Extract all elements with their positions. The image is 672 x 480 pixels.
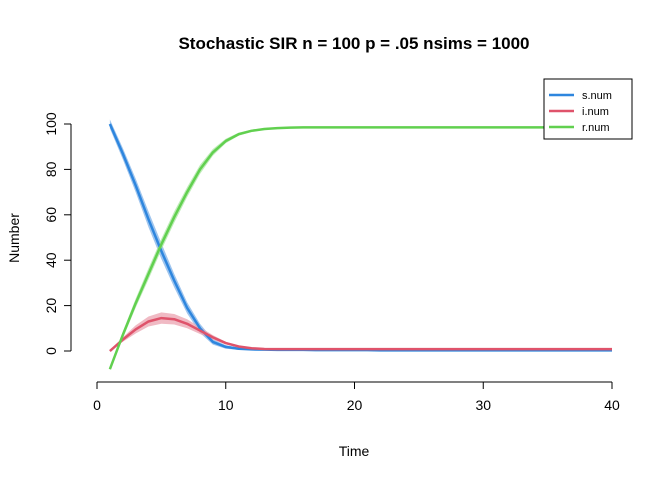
series-lines — [108, 123, 612, 370]
line-r.num — [108, 126, 612, 370]
legend-label-s.num: s.num — [582, 90, 612, 102]
x-tick-label: 10 — [218, 397, 234, 413]
y-tick-label: 40 — [43, 252, 59, 268]
x-axis: 0 10 20 30 40 — [93, 381, 620, 413]
y-axis: 0 20 40 60 80 100 — [43, 112, 72, 355]
line-s.num — [108, 123, 612, 352]
y-tick-label: 20 — [43, 298, 59, 314]
x-axis-label: Time — [339, 443, 370, 459]
y-tick-label: 80 — [43, 161, 59, 177]
x-tick-label: 30 — [475, 397, 491, 413]
y-axis-label: Number — [6, 213, 22, 263]
x-tick-label: 0 — [93, 397, 101, 413]
y-tick-label: 60 — [43, 207, 59, 223]
x-tick-label: 40 — [604, 397, 620, 413]
legend-label-i.num: i.num — [582, 106, 609, 118]
legend: s.num i.num r.num — [543, 78, 633, 140]
legend-label-r.num: r.num — [582, 122, 610, 134]
x-tick-label: 20 — [347, 397, 363, 413]
chart-title: Stochastic SIR n = 100 p = .05 nsims = 1… — [178, 34, 529, 53]
line-i.num — [109, 316, 612, 352]
band-s.num — [109, 119, 612, 351]
band-r.num — [109, 126, 612, 371]
band-i.num — [109, 312, 612, 352]
y-tick-label: 0 — [43, 347, 59, 355]
confidence-bands — [109, 119, 612, 371]
y-tick-label: 100 — [43, 112, 59, 136]
legend-box — [543, 78, 633, 140]
